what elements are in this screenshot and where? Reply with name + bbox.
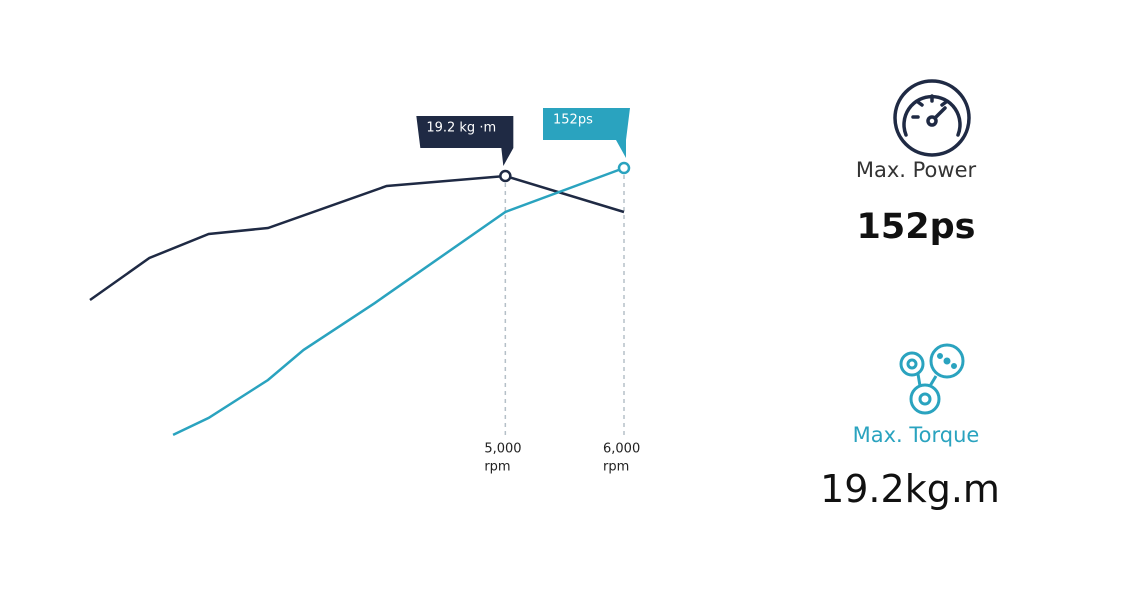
speedometer-icon <box>893 79 971 157</box>
torque-icon <box>899 343 965 415</box>
peak-marker <box>499 169 512 183</box>
power-value: 152ps <box>856 207 976 247</box>
annotation-text: 152ps <box>553 113 593 128</box>
x-unit-label: rpm <box>603 460 629 475</box>
series-line <box>172 166 625 437</box>
annotation-text: 19.2 kg ·m <box>426 121 496 136</box>
annotation-flag <box>543 108 630 158</box>
annotation-flag <box>416 116 514 166</box>
annotation: 19.2 kg ·m <box>416 116 514 166</box>
x-unit-label: rpm <box>484 460 510 475</box>
x-tick-label: 6,000 <box>603 442 640 457</box>
torque-value: 19.2kg.m <box>820 467 1000 511</box>
peak-marker <box>617 161 631 175</box>
power-label: Max. Power <box>855 158 977 182</box>
x-tick-label: 5,000 <box>484 442 521 457</box>
series-line <box>89 174 625 302</box>
annotation: 152ps <box>543 108 630 158</box>
torque-label: Max. Torque <box>852 423 980 447</box>
